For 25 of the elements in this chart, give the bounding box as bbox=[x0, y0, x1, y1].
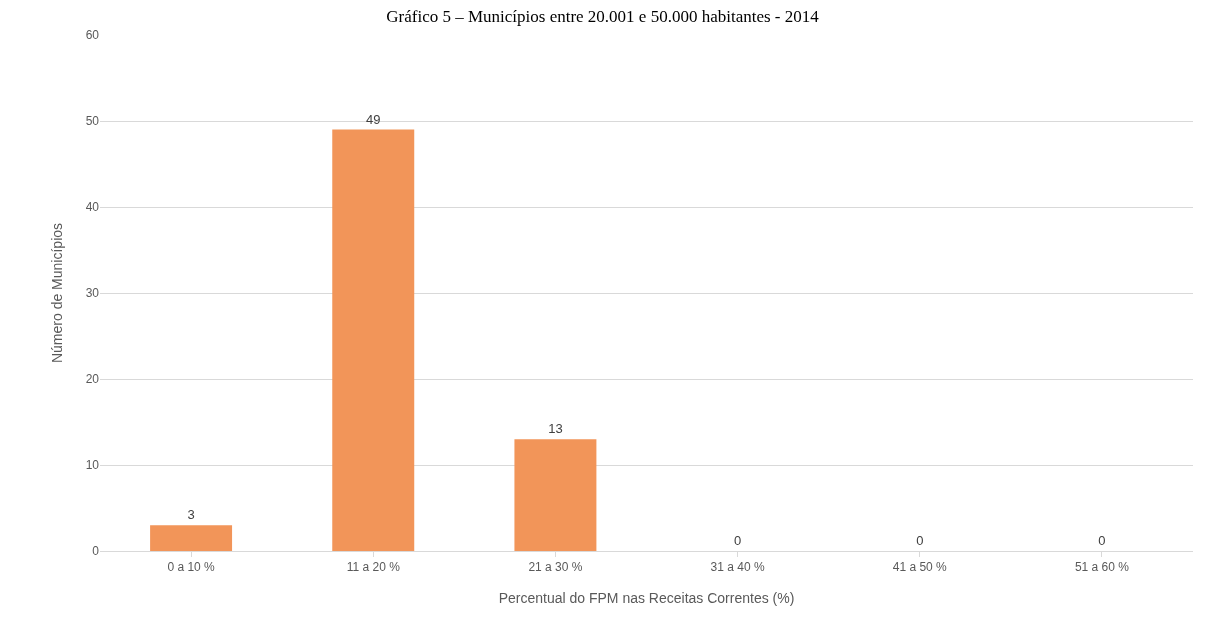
x-tick-label: 11 a 20 % bbox=[346, 560, 401, 575]
x-tick-label: 31 a 40 % bbox=[710, 560, 765, 575]
bar bbox=[332, 129, 415, 551]
data-label: 0 bbox=[916, 533, 924, 548]
bar bbox=[514, 439, 597, 551]
x-tick-label: 51 a 60 % bbox=[1074, 560, 1130, 575]
y-tick-label: 10 bbox=[85, 458, 100, 473]
y-tick-label: 60 bbox=[85, 28, 100, 43]
x-tick-label: 21 a 30 % bbox=[528, 560, 583, 575]
data-label: 0 bbox=[1098, 533, 1106, 548]
y-tick-label: 50 bbox=[85, 114, 100, 129]
y-axis-title: Número de Municípios bbox=[49, 222, 65, 364]
x-tick-label: 0 a 10 % bbox=[167, 560, 216, 575]
y-tick-label: 40 bbox=[85, 200, 100, 215]
x-axis-title: Percentual do FPM nas Receitas Correntes (%) bbox=[498, 590, 795, 606]
chart-title: Gráfico 5 – Municípios entre 20.001 e 50.000 habitantes - 2014 bbox=[386, 6, 820, 26]
data-label: 13 bbox=[548, 421, 563, 437]
y-tick-label: 20 bbox=[85, 372, 100, 387]
y-tick-label: 30 bbox=[85, 286, 100, 301]
bar bbox=[150, 525, 233, 551]
y-tick-label: 0 bbox=[92, 544, 100, 559]
data-label: 49 bbox=[366, 111, 381, 127]
data-label: 3 bbox=[187, 507, 195, 523]
x-tick-label: 41 a 50 % bbox=[892, 560, 948, 575]
data-label: 0 bbox=[733, 533, 742, 548]
